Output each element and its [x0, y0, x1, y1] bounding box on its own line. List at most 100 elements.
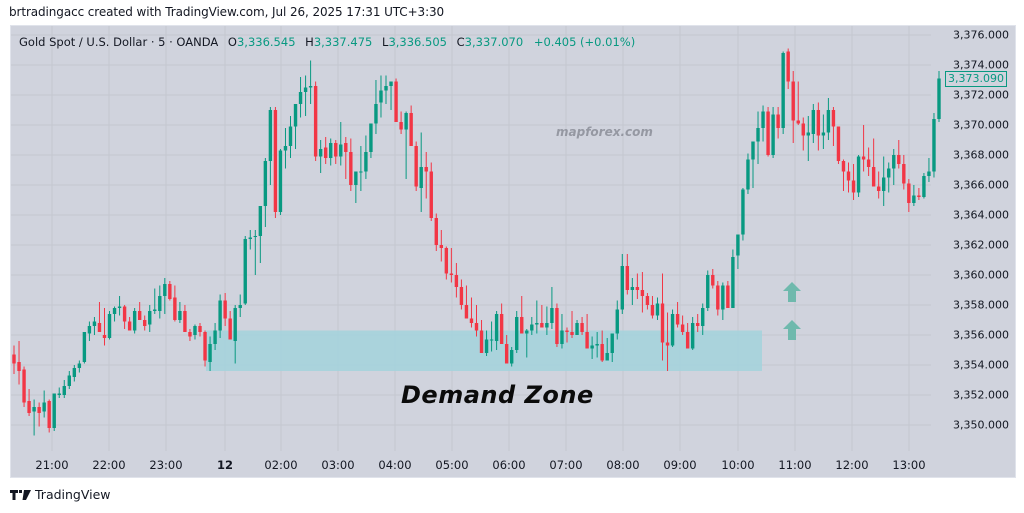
candle: [640, 272, 645, 313]
candle: [77, 360, 82, 373]
candle: [530, 317, 534, 335]
candle: [122, 305, 127, 329]
candle: [701, 303, 705, 335]
candle: [630, 278, 635, 305]
candle: [208, 336, 212, 371]
candle: [535, 300, 539, 334]
candle: [268, 107, 273, 185]
candle: [193, 324, 197, 340]
price-tick-label: 3,372.000: [953, 88, 1009, 102]
price-tick-label: 3,350.000: [953, 418, 1009, 432]
candle: [12, 345, 16, 374]
candle: [625, 254, 630, 295]
candle: [545, 306, 549, 335]
candle: [429, 162, 433, 221]
candle: [892, 149, 896, 185]
candle: [188, 329, 192, 341]
candle: [776, 107, 780, 139]
candle: [409, 105, 413, 146]
candle: [555, 303, 559, 347]
candle: [394, 78, 398, 122]
tradingview-brand[interactable]: TradingView: [10, 487, 111, 502]
candle: [600, 330, 604, 362]
time-tick-label: 09:00: [663, 458, 697, 472]
time-tick-label: 10:00: [721, 458, 755, 472]
candle: [183, 305, 187, 332]
candle: [690, 317, 695, 350]
candle: [509, 347, 514, 367]
candle: [424, 152, 428, 199]
candle: [474, 305, 479, 337]
change-value: +0.405 (+0.01%): [533, 35, 636, 49]
candle: [198, 323, 202, 337]
brand-label: TradingView: [35, 487, 111, 502]
candle: [288, 116, 293, 158]
candle: [706, 270, 710, 311]
candle: [927, 158, 931, 182]
candle: [791, 71, 795, 143]
candle: [389, 81, 393, 110]
price-plot[interactable]: [11, 26, 1017, 479]
candle: [580, 317, 584, 335]
symbol-name: Gold Spot / U.S. Dollar · 5 · OANDA: [19, 35, 219, 49]
candle: [771, 107, 775, 158]
price-tick-label: 3,376.000: [953, 28, 1009, 42]
candle: [937, 71, 941, 122]
time-tick-label: 11:00: [778, 458, 812, 472]
candle: [922, 173, 926, 199]
candle: [550, 287, 554, 329]
candle: [153, 288, 157, 314]
candle: [806, 116, 810, 161]
candle: [464, 285, 469, 319]
candle: [283, 128, 288, 169]
close-value: 3,337.070: [464, 35, 524, 49]
candle: [876, 171, 881, 199]
candle: [303, 75, 308, 116]
candle: [816, 102, 821, 151]
candle: [821, 114, 826, 149]
price-tick-label: 3,354.000: [953, 358, 1009, 372]
candle: [107, 311, 112, 340]
last-price-label: 3,373.090: [945, 70, 1007, 87]
price-tick-label: 3,358.000: [953, 298, 1009, 312]
candle: [665, 312, 670, 371]
price-axis[interactable]: 3,376.000 3,374.000 3,372.000 3,370.000 3,36…: [941, 26, 1017, 477]
price-tick-label: 3,364.000: [953, 208, 1009, 222]
candle: [369, 123, 373, 158]
candle: [570, 311, 574, 338]
time-tick-label: 13:00: [892, 458, 926, 472]
candle: [479, 320, 484, 353]
candle: [515, 311, 519, 353]
candle: [92, 317, 97, 335]
candle: [711, 269, 715, 289]
candle: [354, 171, 358, 203]
candle: [454, 263, 459, 298]
candle: [102, 308, 107, 346]
demand-zone-label: Demand Zone: [401, 381, 594, 409]
candle: [575, 320, 579, 335]
candle: [469, 297, 474, 328]
candle: [143, 315, 147, 331]
candle: [213, 323, 217, 350]
candle: [851, 164, 856, 200]
candle: [359, 146, 363, 191]
candle: [761, 105, 765, 142]
candle: [127, 317, 132, 331]
candle: [736, 234, 740, 269]
price-tick-label: 3,370.000: [953, 118, 1009, 132]
candle: [796, 81, 800, 125]
candle: [57, 387, 61, 398]
time-tick-label: 22:00: [92, 458, 126, 472]
candle: [897, 140, 901, 169]
candle: [313, 81, 318, 161]
up-arrow-icon: [783, 282, 801, 302]
candle: [826, 98, 831, 140]
candle: [494, 311, 499, 350]
time-tick-label: 05:00: [435, 458, 469, 472]
candle: [17, 341, 21, 385]
candle: [675, 302, 680, 328]
candle: [866, 147, 871, 176]
chart-frame[interactable]: Gold Spot / U.S. Dollar · 5 · OANDA O3,3…: [10, 25, 1016, 478]
candle: [786, 48, 790, 89]
time-tick-label: 21:00: [35, 458, 69, 472]
